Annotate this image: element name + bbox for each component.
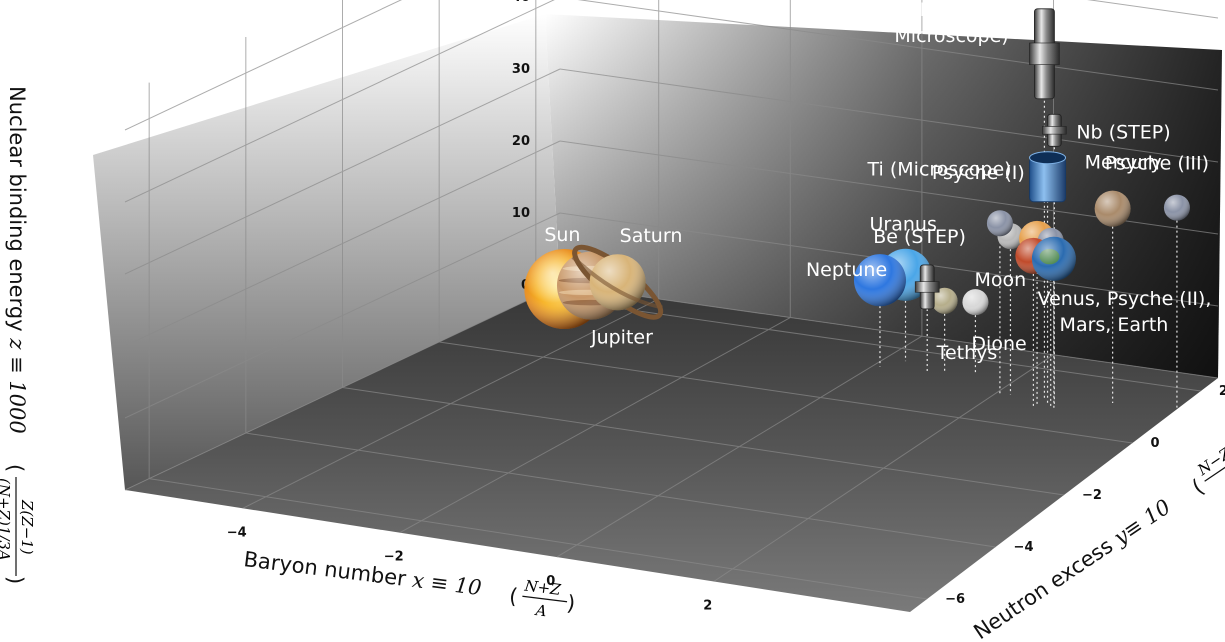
mercury-label: Mercury xyxy=(1085,152,1162,174)
x-axis-frac-den: A xyxy=(533,601,548,620)
neptune-label: Neptune xyxy=(806,259,887,281)
svg-text:(: ( xyxy=(3,464,27,472)
nb-step-marker xyxy=(1042,113,1067,147)
psyche-iii-marker xyxy=(1163,194,1190,221)
saturn-label: Saturn xyxy=(620,225,683,247)
x-tick-label: 2 xyxy=(703,599,712,614)
svg-text:Baryon number x ≡ 10: Baryon number x ≡ 10 xyxy=(242,547,482,600)
x-axis-title: Baryon number x ≡ 10 ( N+Z A ) xyxy=(242,547,576,620)
ti-microscope-marker xyxy=(1029,151,1067,203)
psyche-i-label: Psyche (I) xyxy=(932,162,1025,184)
side-wall xyxy=(93,14,560,490)
moon-label: Moon xyxy=(974,269,1026,291)
ti-microscope-label: Ti (Microscope) xyxy=(867,159,1012,181)
plot-box xyxy=(93,0,1222,612)
neptune-marker xyxy=(853,254,906,307)
z-axis-frac-den: (N+Z)1/3A xyxy=(0,478,13,561)
point-labels: Sun Jupiter Saturn Uranus Neptune TethysDione… xyxy=(544,0,1211,364)
x-axis-frac-num: N+Z xyxy=(523,576,563,598)
y-axis-frac-den: A xyxy=(1217,469,1225,491)
uranus-label: Uranus xyxy=(870,214,937,236)
grid-line-y-floor xyxy=(149,478,928,600)
z-axis-title: Nuclear binding energy z ≡ 1000 ( Z(Z−1)… xyxy=(0,86,36,584)
grid-line-z-back-50 xyxy=(1087,0,1219,19)
z-axis-label-prefix: Nuclear binding energy xyxy=(5,86,29,338)
be-step-label: Be (STEP) xyxy=(873,226,966,248)
x-tick-label: −4 xyxy=(227,525,247,540)
y-tick-label: 0 xyxy=(1150,436,1159,451)
svg-text:(: ( xyxy=(508,584,519,609)
grid-line-y-floor xyxy=(439,341,1133,444)
y-tick-label: 2 xyxy=(1219,384,1225,399)
venus-psyche-mars-earth-label-line2: Mars, Earth xyxy=(1060,314,1169,336)
back-wall-shade xyxy=(545,14,1222,378)
grid-line-y-floor xyxy=(535,295,1201,392)
svg-text:): ) xyxy=(3,576,27,584)
dione-label: Dione xyxy=(971,333,1026,355)
psyche-i-marker xyxy=(986,210,1013,237)
earth-marker xyxy=(1031,236,1076,281)
tethys-label: Tethys xyxy=(936,342,998,364)
x-tick-label: −2 xyxy=(384,550,404,565)
z-tick-label: 10 xyxy=(512,206,530,221)
x-tick-label: 0 xyxy=(546,574,555,589)
jupiter-label: Jupiter xyxy=(590,327,653,349)
z-tick-label: 30 xyxy=(512,62,530,77)
saturn-marker xyxy=(571,244,664,320)
x-axis-label-math: x ≡ 10 xyxy=(411,568,483,600)
pt-ir-step-microscope-marker xyxy=(1029,8,1060,100)
sun-label: Sun xyxy=(544,224,580,246)
grid-line-y-floor xyxy=(342,387,1065,496)
pt-ir-step-microscope-label-line2: Microscope) xyxy=(894,25,1008,47)
grid-line-z-back-0 xyxy=(559,284,1219,379)
tethys-marker xyxy=(931,287,958,314)
y-tick-label: −4 xyxy=(1014,540,1034,555)
psyche-iii-label: Psyche (III) xyxy=(1105,153,1209,175)
mercury-marker xyxy=(1094,190,1131,227)
dione-marker xyxy=(962,289,989,316)
y-tick-label: −6 xyxy=(945,592,965,607)
y-tick-label: −2 xyxy=(1082,488,1102,503)
grid-line-y-floor xyxy=(245,432,996,548)
y-axis-label-math: y≡ 10 xyxy=(1108,495,1174,551)
floor xyxy=(125,285,1218,612)
z-tick-label: 20 xyxy=(512,134,530,149)
svg-text:Nuclear binding energy z ≡ 100: Nuclear binding energy z ≡ 1000 xyxy=(5,86,29,434)
be-step-marker xyxy=(914,264,940,310)
data-markers xyxy=(524,8,1190,330)
axis-ticks: −4−202−6−4−20201020304050 xyxy=(227,0,1225,614)
pt-ir-step-microscope-label: Pt/Ir (STEP, xyxy=(894,0,999,21)
z-axis-label-math: z ≡ 1000 xyxy=(5,337,29,433)
nb-step-label: Nb (STEP) xyxy=(1076,121,1170,143)
z-axis-frac-num: Z(Z−1) xyxy=(18,499,36,555)
svg-text:): ) xyxy=(565,591,576,616)
grid-line-z-back-30 xyxy=(559,68,1219,163)
grid-line-z-back-40 xyxy=(577,0,1219,91)
venus-psyche-mars-earth-label: Venus, Psyche (II), xyxy=(1038,288,1212,310)
z-tick-label: 40 xyxy=(512,0,530,5)
